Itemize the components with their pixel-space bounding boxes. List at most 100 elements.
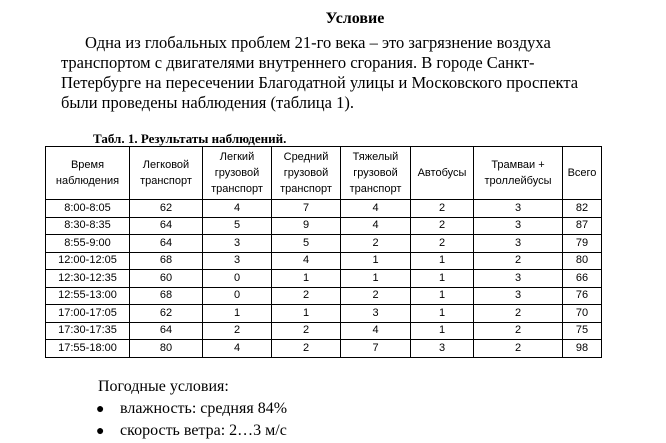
table-cell: 2: [340, 234, 411, 253]
table-cell: 1: [410, 304, 474, 323]
table-cell: 3: [473, 234, 563, 253]
table-caption: Табл. 1. Результаты наблюдений.: [93, 131, 287, 146]
table-cell: 12:55-13:00: [45, 286, 130, 305]
table-cell: 76: [562, 286, 602, 305]
table-cell: 8:55-9:00: [45, 234, 130, 253]
header-cell: Трамваи + троллейбусы: [473, 146, 563, 200]
table-cell: 2: [271, 339, 341, 358]
table-cell: 3: [473, 199, 563, 218]
table-cell: 3: [473, 216, 563, 235]
header-cell: Легкий грузовой транспорт: [202, 146, 272, 200]
table-cell: 2: [410, 234, 474, 253]
table-cell: 1: [202, 304, 272, 323]
table-cell: 2: [271, 321, 341, 340]
table-row: 12:00-12:05 68 3 4 1 1 2 80: [45, 251, 602, 270]
table-cell: 0: [202, 286, 272, 305]
table-cell: 5: [202, 216, 272, 235]
table-cell: 1: [340, 269, 411, 288]
table-cell: 3: [410, 339, 474, 358]
table-cell: 62: [129, 199, 203, 218]
table-cell: 4: [340, 199, 411, 218]
table-cell: 80: [129, 339, 203, 358]
table-cell: 8:00-8:05: [45, 199, 130, 218]
table-cell: 17:30-17:35: [45, 321, 130, 340]
table-cell: 1: [410, 286, 474, 305]
bullet: ●: [96, 402, 105, 417]
table-cell: 82: [562, 199, 602, 218]
header-cell: Всего: [562, 146, 602, 200]
header-cell: Тяжелый грузовой транспорт: [340, 146, 411, 200]
table-cell: 2: [271, 286, 341, 305]
table-cell: 1: [340, 251, 411, 270]
weather-item: влажность: средняя 84%: [120, 400, 288, 417]
table-cell: 75: [562, 321, 602, 340]
table-cell: 62: [129, 304, 203, 323]
table-cell: 4: [340, 216, 411, 235]
table-cell: 1: [410, 251, 474, 270]
table-cell: 4: [271, 251, 341, 270]
table-cell: 7: [340, 339, 411, 358]
table-row: 8:30-8:35 64 5 9 4 2 3 87: [45, 216, 602, 235]
header-cell: Время наблюдения: [45, 146, 130, 200]
table-cell: 80: [562, 251, 602, 270]
table-cell: 1: [271, 304, 341, 323]
table-cell: 2: [410, 216, 474, 235]
table-cell: 3: [340, 304, 411, 323]
table-cell: 4: [202, 339, 272, 358]
header-cell: Средний грузовой транспорт: [271, 146, 341, 200]
table-cell: 66: [562, 269, 602, 288]
paragraph-line: были проведены наблюдения (таблица 1).: [61, 93, 354, 112]
paragraph-line: Петербурге на пересечении Благодатной ул…: [61, 73, 579, 92]
table-cell: 70: [562, 304, 602, 323]
table-cell: 2: [202, 321, 272, 340]
weather-heading: Погодные условия:: [98, 378, 229, 395]
table-row: 12:30-12:35 60 0 1 1 1 3 66: [45, 269, 602, 288]
table-cell: 2: [473, 321, 563, 340]
table-row: 17:30-17:35 64 2 2 4 1 2 75: [45, 321, 602, 340]
table-cell: 8:30-8:35: [45, 216, 130, 235]
header-cell: Автобусы: [410, 146, 474, 200]
table-cell: 4: [340, 321, 411, 340]
title: Условие: [325, 10, 385, 27]
table-cell: 1: [410, 321, 474, 340]
table-row: 17:55-18:00 80 4 2 7 3 2 98: [45, 339, 602, 358]
table-cell: 3: [473, 286, 563, 305]
table-cell: 68: [129, 251, 203, 270]
paragraph-line: Одна из глобальных проблем 21-го века – …: [85, 33, 551, 52]
paragraph-line: транспортом с двигателями внутреннего сг…: [61, 53, 535, 72]
table-cell: 64: [129, 321, 203, 340]
table-cell: 68: [129, 286, 203, 305]
table-cell: 0: [202, 269, 272, 288]
table-cell: 2: [473, 304, 563, 323]
table-cell: 2: [340, 286, 411, 305]
table-cell: 17:55-18:00: [45, 339, 130, 358]
table-cell: 2: [473, 251, 563, 270]
weather-item: скорость ветра: 2…3 м/с: [120, 422, 287, 439]
bullet: ●: [96, 424, 105, 439]
table-cell: 98: [562, 339, 602, 358]
table-cell: 64: [129, 234, 203, 253]
header-row: Время наблюдения Легковой транспорт Легкий…: [45, 146, 602, 200]
table-cell: 3: [202, 234, 272, 253]
header-cell: Легковой транспорт: [129, 146, 203, 200]
table-cell: 4: [202, 199, 272, 218]
table-cell: 12:30-12:35: [45, 269, 130, 288]
table-cell: 5: [271, 234, 341, 253]
table-cell: 3: [473, 269, 563, 288]
table-row: 8:55-9:00 64 3 5 2 2 3 79: [45, 234, 602, 253]
table-row: 12:55-13:00 68 0 2 2 1 3 76: [45, 286, 602, 305]
table-cell: 79: [562, 234, 602, 253]
table-cell: 64: [129, 216, 203, 235]
table-cell: 1: [410, 269, 474, 288]
table-cell: 3: [202, 251, 272, 270]
table-cell: 12:00-12:05: [45, 251, 130, 270]
table-row: 17:00-17:05 62 1 1 3 1 2 70: [45, 304, 602, 323]
table-cell: 1: [271, 269, 341, 288]
table-cell: 60: [129, 269, 203, 288]
table-cell: 87: [562, 216, 602, 235]
table-cell: 9: [271, 216, 341, 235]
table-cell: 2: [473, 339, 563, 358]
table: Время наблюдения Легковой транспорт Легкий…: [45, 146, 602, 358]
table-cell: 17:00-17:05: [45, 304, 130, 323]
